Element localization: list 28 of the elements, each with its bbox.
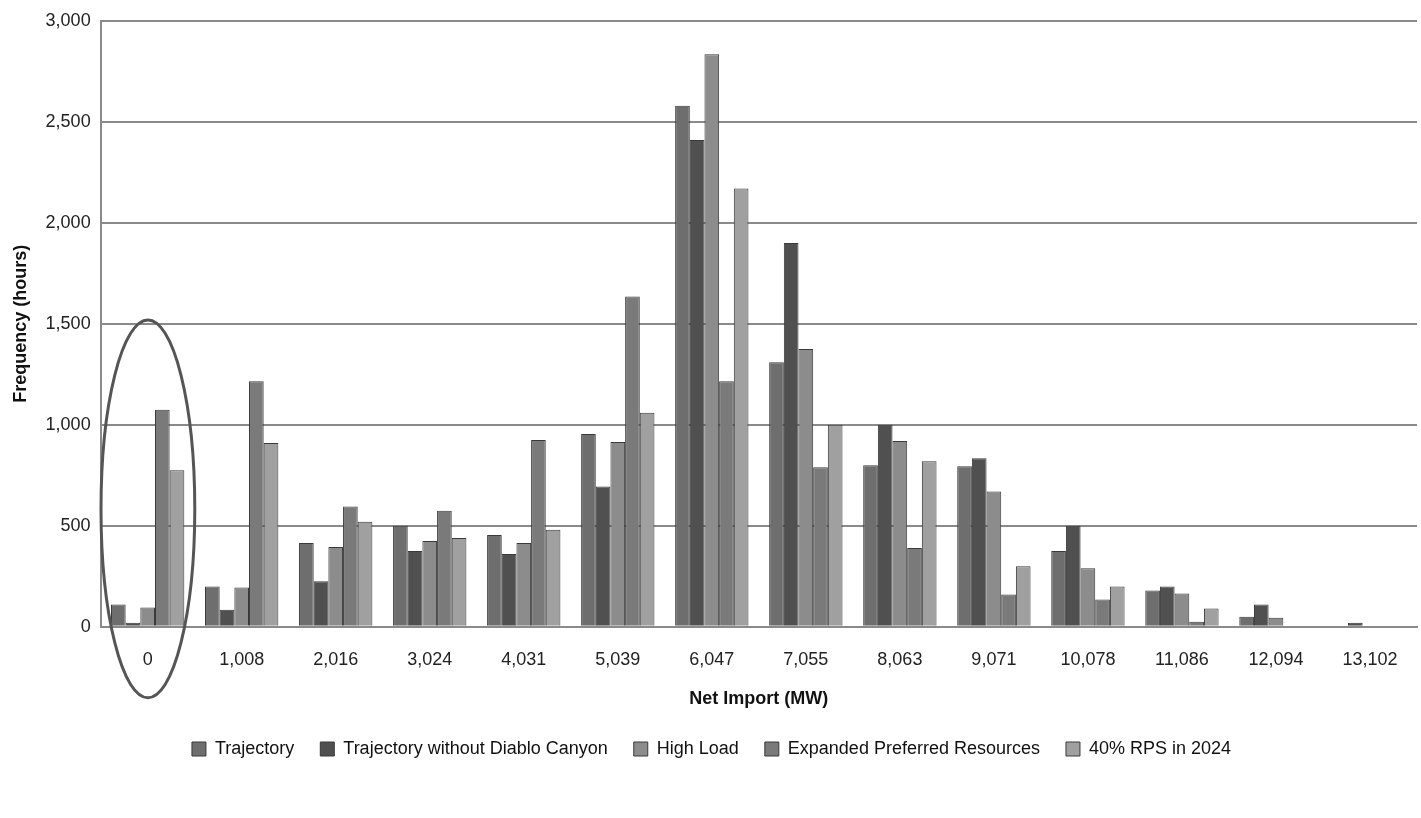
x-tick-label: 6,047 bbox=[689, 648, 735, 669]
legend-label: Trajectory without Diablo Canyon bbox=[343, 737, 608, 758]
x-tick-label: 2,016 bbox=[313, 648, 359, 669]
y-tick-label: 1,000 bbox=[45, 413, 91, 434]
x-tick-label: 9,071 bbox=[971, 648, 1017, 669]
y-tick-label: 2,500 bbox=[45, 110, 91, 131]
y-tick-label: 0 bbox=[80, 615, 91, 636]
x-tick-label: 8,063 bbox=[877, 648, 923, 669]
x-tick-label: 7,055 bbox=[783, 648, 829, 669]
y-tick-label: 3,000 bbox=[45, 9, 91, 30]
x-tick-label: 0 bbox=[142, 648, 153, 669]
x-tick-label: 10,078 bbox=[1060, 648, 1116, 669]
y-tick-label: 1,500 bbox=[45, 312, 91, 333]
x-tick-label: 11,086 bbox=[1155, 648, 1209, 669]
x-tick-label: 13,102 bbox=[1342, 648, 1398, 669]
x-tick-label: 4,031 bbox=[501, 648, 547, 669]
legend-label: Trajectory bbox=[214, 737, 295, 758]
y-tick-label: 500 bbox=[60, 514, 91, 535]
x-axis-title: Net Import (MW) bbox=[689, 688, 829, 709]
x-tick-label: 12,094 bbox=[1248, 648, 1304, 669]
y-axis-title: Frequency (hours) bbox=[9, 244, 30, 403]
x-tick-label: 5,039 bbox=[595, 648, 641, 669]
legend-label: 40% RPS in 2024 bbox=[1088, 737, 1232, 758]
x-tick-label: 3,024 bbox=[407, 648, 453, 669]
y-tick-label: 2,000 bbox=[45, 211, 91, 232]
legend-label: Expanded Preferred Resources bbox=[787, 737, 1040, 758]
legend-label: High Load bbox=[656, 737, 739, 758]
x-tick-label: 1,008 bbox=[219, 648, 265, 669]
